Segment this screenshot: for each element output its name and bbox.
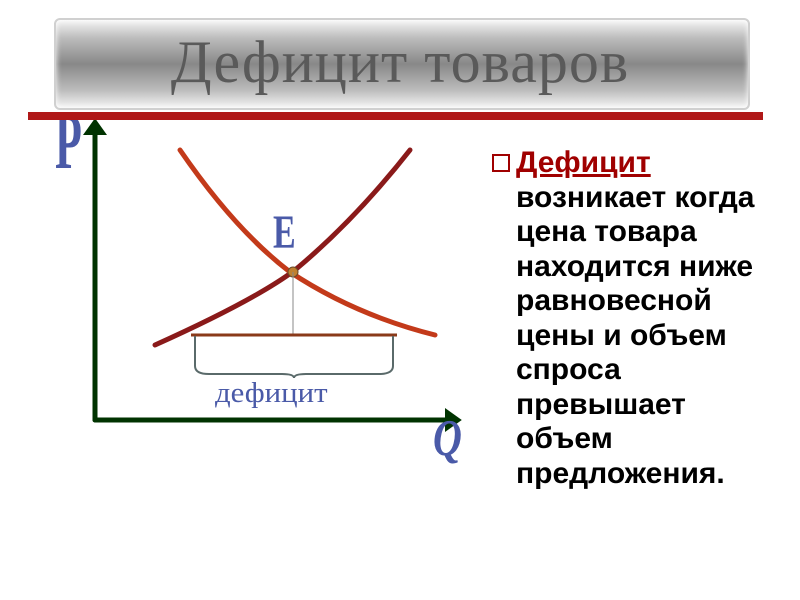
underline-bar	[28, 112, 763, 120]
slide: { "title": "Дефицит товаров", "body": { …	[0, 0, 800, 600]
svg-text:Q: Q	[433, 410, 462, 467]
deficit-chart: Eдефицит P Q	[35, 120, 465, 480]
keyword: Дефицит	[516, 146, 651, 179]
body-text: Дефицит возникает когда цена товара нахо…	[516, 146, 776, 491]
slide-title: Дефицит товаров	[54, 18, 746, 106]
bullet-icon	[492, 154, 510, 172]
svg-text:P: P	[55, 120, 82, 185]
svg-text:E: E	[273, 205, 296, 258]
svg-text:дефицит: дефицит	[215, 378, 328, 408]
body-rest: возникает когда цена товара находится ни…	[516, 181, 755, 490]
